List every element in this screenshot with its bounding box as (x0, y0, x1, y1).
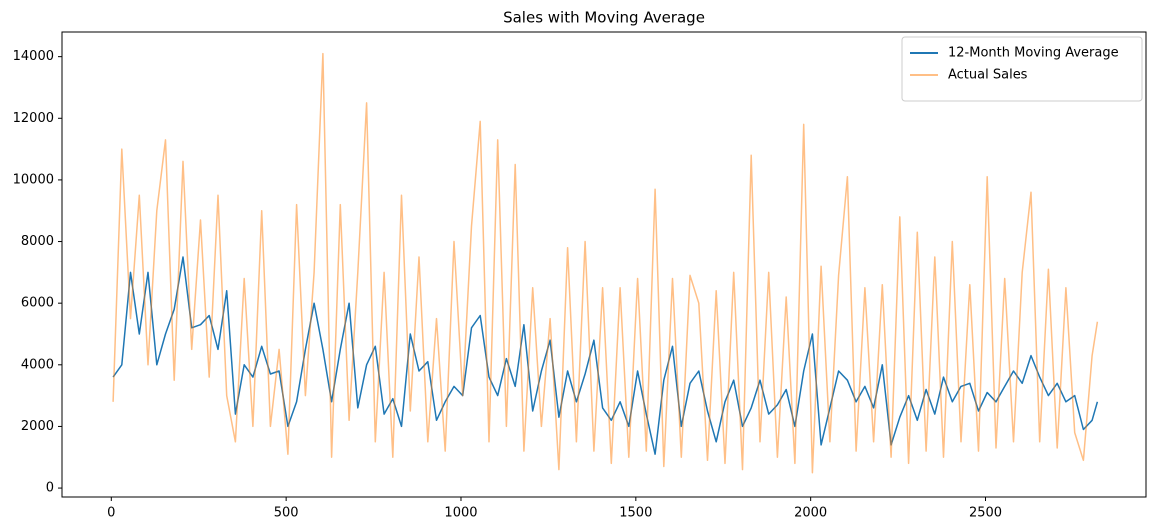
legend-label: Actual Sales (948, 68, 1028, 83)
x-tick-label: 2000 (794, 506, 827, 521)
y-tick-label: 8000 (21, 234, 54, 249)
y-tick-label: 14000 (13, 49, 54, 64)
y-tick-label: 6000 (21, 296, 54, 311)
y-tick-label: 0 (46, 481, 54, 496)
x-tick-label: 2500 (969, 506, 1002, 521)
y-tick-label: 10000 (13, 172, 54, 187)
y-tick-label: 4000 (21, 357, 54, 372)
x-tick-label: 0 (107, 506, 115, 521)
x-tick-label: 500 (274, 506, 299, 521)
series-line (112, 256, 1099, 455)
legend-label: 12-Month Moving Average (948, 46, 1119, 61)
x-tick-label: 1000 (444, 506, 477, 521)
x-tick-label: 1500 (619, 506, 652, 521)
y-tick-label: 12000 (13, 111, 54, 126)
plot-frame (61, 31, 1147, 498)
legend-box (901, 36, 1143, 102)
chart-title: Sales with Moving Average (503, 9, 705, 27)
series-line (112, 52, 1099, 474)
y-tick-label: 2000 (21, 419, 54, 434)
